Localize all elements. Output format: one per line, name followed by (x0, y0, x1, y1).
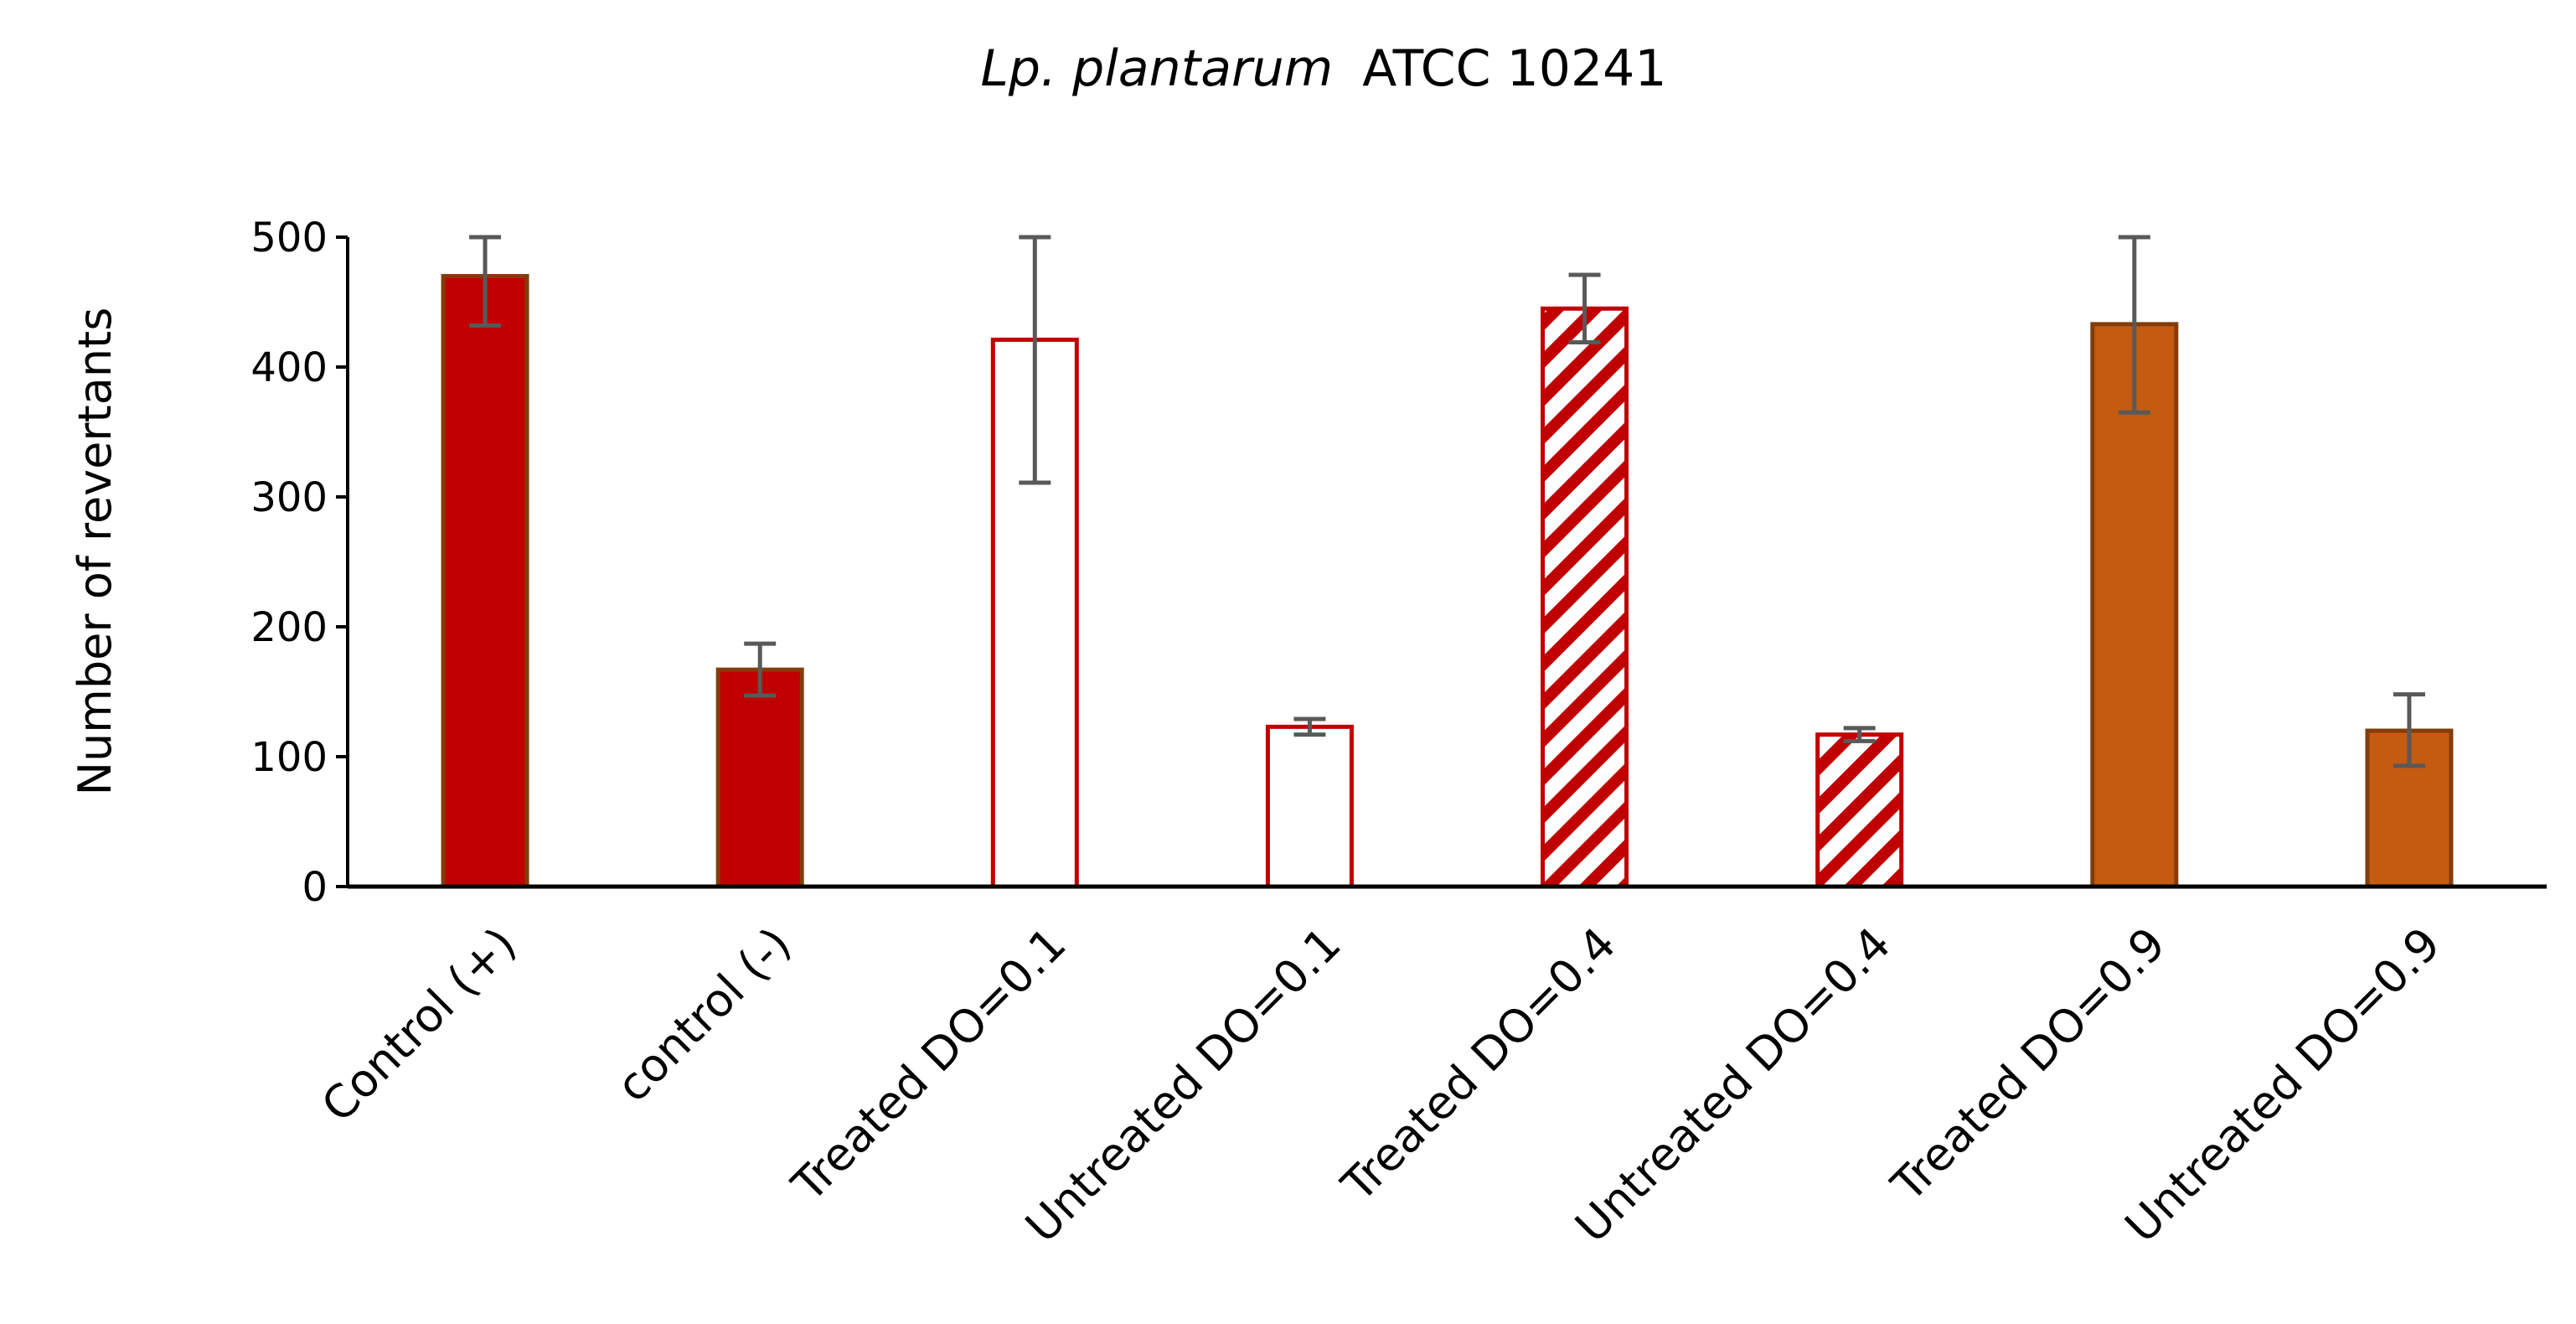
y-axis-ticks: 0 100 200 300 400 500 (250, 215, 349, 911)
bar-7 (2090, 322, 2179, 889)
error-bar-1 (469, 235, 502, 328)
category-label-6: Untreated DO=0.4 (1565, 918, 1900, 1253)
y-axis-title: Number of revertants (69, 308, 121, 796)
y-tick-label-400: 400 (250, 344, 328, 391)
error-bar-4 (1293, 716, 1326, 737)
category-label-1: Control (+) (312, 918, 527, 1133)
bar-1 (441, 274, 529, 889)
bar-5 (1541, 306, 1629, 889)
y-tick-label-0: 0 (302, 864, 328, 911)
error-bar-5 (1568, 272, 1601, 345)
category-label-3: Treated DO=0.1 (782, 918, 1076, 1213)
error-bar-7 (2118, 235, 2150, 415)
y-tick-label-500: 500 (250, 215, 328, 261)
bar-6 (1815, 732, 1904, 889)
category-labels: Control (+) control (-)Treated DO=0.1Untr… (312, 918, 2450, 1253)
bars-group (441, 274, 2454, 889)
category-label-5: Treated DO=0.4 (1331, 918, 1626, 1213)
y-tick-label-100: 100 (250, 734, 328, 781)
error-bars-group (469, 235, 2425, 768)
chart-title-italic: Lp. plantarum (981, 39, 1334, 98)
bar-2 (715, 667, 804, 889)
chart-title-regular: ATCC 10241 (1362, 39, 1666, 98)
y-tick-label-300: 300 (250, 474, 328, 521)
error-bar-8 (2393, 692, 2425, 768)
category-label-4: Untreated DO=0.1 (1015, 918, 1350, 1253)
y-tick-label-200: 200 (250, 604, 328, 651)
category-label-2: control (-) (607, 918, 802, 1113)
error-bar-2 (744, 641, 777, 698)
category-label-8: Untreated DO=0.9 (2115, 918, 2450, 1253)
category-label-7: Treated DO=0.9 (1881, 918, 2176, 1213)
chart-title: Lp. plantarum ATCC 10241 (981, 39, 1667, 98)
error-bar-3 (1019, 235, 1051, 485)
bar-4 (1265, 724, 1354, 889)
error-bar-6 (1843, 726, 1876, 743)
